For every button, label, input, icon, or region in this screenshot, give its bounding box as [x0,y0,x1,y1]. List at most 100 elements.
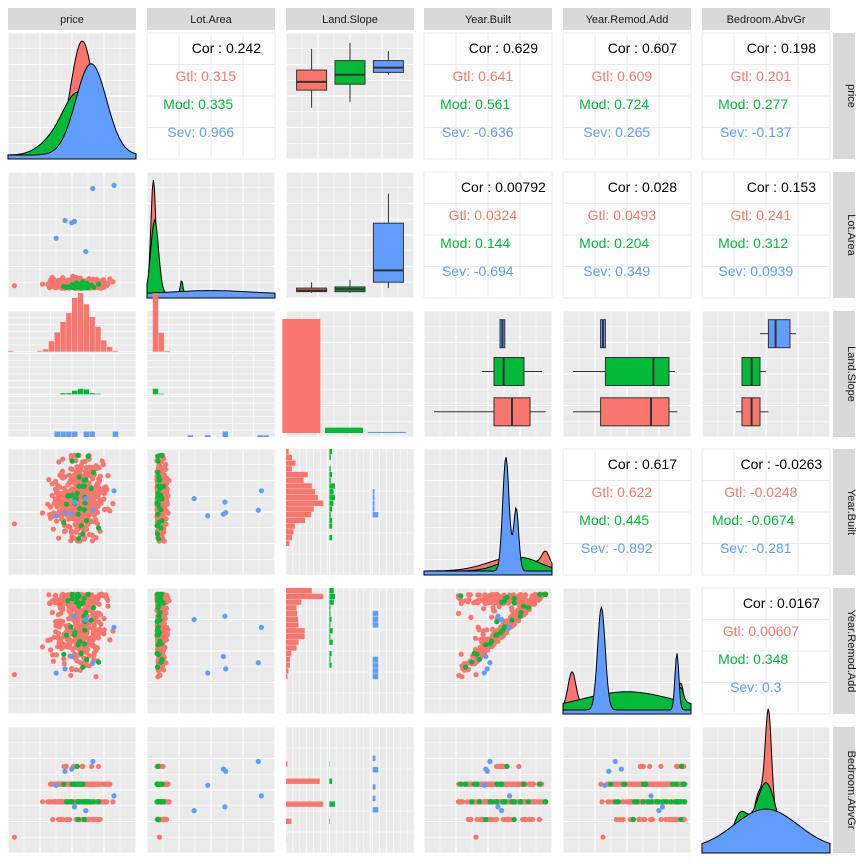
boxplot-col-Lot.Area [296,193,404,293]
point-Mod [155,490,161,496]
point-Mod [74,763,80,770]
point-Gtl [86,531,92,538]
point-Gtl [52,496,59,502]
point-Sev [111,182,117,188]
point-Gtl [156,834,162,840]
hist-bar-Mod [89,393,95,395]
point-Gtl [75,526,81,532]
point-Gtl [46,477,52,483]
point-Gtl [468,614,474,621]
point-Gtl [516,763,522,770]
point-Gtl [51,276,57,282]
hist-bar-Sev [372,755,376,761]
point-Gtl [70,515,76,522]
cor-panel-Lot.Area-Bedroom.AbvGr: Cor : 0.153 Gtl: 0.241 Mod: 0.312 Sev: 0.09… [701,171,831,299]
point-Mod [155,816,161,823]
point-Mod [69,458,75,464]
panel-grid [7,726,137,854]
point-Sev [222,804,228,810]
hist-bar-Sev [372,506,375,512]
hist-bar-Gtl [286,656,290,663]
hist-bar-Sev [54,431,60,437]
hist-bar-Gtl [152,293,159,352]
hist-bar-Gtl [286,673,288,680]
hist-bar-Gtl [164,350,170,352]
point-Mod [504,594,510,601]
point-Gtl [458,651,464,657]
point-Gtl [89,763,95,770]
hist-bar-Gtl [286,534,293,541]
hist-bar-Mod [329,605,331,611]
hist-bar-Gtl [286,477,304,483]
point-Sev [205,670,211,676]
hist-bar-Sev [372,784,376,790]
point-Mod [72,781,78,787]
panel-grid [701,310,831,438]
cor-panel-Lot.Area-Year.Built: Cor : 0.00792 Gtl: 0.0324 Mod: 0.144 Sev: -… [423,171,553,299]
point-Gtl [84,650,90,656]
point-Gtl [55,644,61,650]
point-Mod [159,518,165,524]
facet-hist-Bedroom.AbvGr-Land.Slope [285,726,415,854]
point-Gtl [80,660,87,666]
strip-label-right: Lot.Area [845,214,857,256]
cor-overall: Cor : 0.00792 [461,179,546,195]
point-Gtl [79,623,85,629]
hist-bar-Gtl [286,449,289,455]
point-Gtl [58,610,64,616]
point-Mod [69,591,75,598]
point-Gtl [465,599,471,605]
point-Mod [155,469,161,475]
point-Gtl [164,592,170,598]
point-Sev [258,624,264,631]
hist-bar-Gtl [286,471,308,478]
hist-bar-Mod [329,628,333,634]
point-Sev [191,808,197,814]
point-Gtl [94,645,100,651]
point-Gtl [53,629,59,635]
point-Gtl [95,763,101,770]
strip-right-Year.Remod.Add [833,588,855,714]
point-Mod [65,598,71,604]
point-Gtl [93,674,99,680]
point-Gtl [91,635,98,641]
point-Sev [507,624,513,631]
hist-bar-Gtl [77,293,84,352]
point-Mod [91,469,97,475]
scatter-Year.Built-price [11,452,117,544]
facet-hist-Year.Built-Land.Slope [285,448,415,576]
point-Gtl [82,468,88,474]
hist-bar-Gtl [286,517,306,524]
point-Mod [74,594,80,601]
point-Gtl [89,496,95,502]
point-Mod [537,591,543,598]
hist-bar-Gtl [286,483,312,489]
hist-bar-Sev [66,431,72,437]
point-Gtl [61,528,67,535]
cor-group-Sev: Sev: 0.349 [583,263,650,279]
point-Sev [90,660,96,666]
point-Gtl [53,652,60,658]
cor-overall: Cor : -0.0263 [741,456,823,472]
point-Sev [53,782,59,788]
hist-bar-Gtl [286,645,297,651]
hist-bar-Sev [372,668,379,674]
point-Gtl [93,535,99,541]
density-price [7,40,137,160]
point-Sev [481,670,487,676]
point-Gtl [164,632,170,638]
hist-bar-Gtl [286,622,299,628]
point-Mod [518,609,524,616]
strip-label-top: Lot.Area [190,14,232,26]
strip-top-Bedroom.AbvGr [702,8,830,30]
point-Gtl [61,485,67,491]
point-Gtl [472,635,479,642]
cor-group-Gtl: Gtl: 0.622 [592,484,653,500]
point-Sev [487,660,493,666]
point-Sev [62,768,68,774]
point-Sev [69,220,75,226]
point-Mod [463,664,469,670]
point-Gtl [78,463,84,469]
hist-bar-Gtl [286,460,296,466]
point-Gtl [96,465,102,471]
